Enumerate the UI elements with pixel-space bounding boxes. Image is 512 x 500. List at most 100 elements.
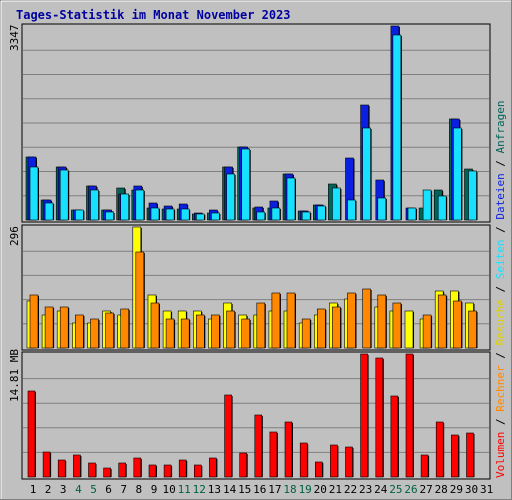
legend-entry: / bbox=[494, 279, 507, 299]
day-label: 11 bbox=[178, 483, 191, 496]
day-label: 23 bbox=[359, 483, 372, 496]
sites-bar bbox=[180, 318, 190, 349]
pages-bar bbox=[468, 170, 477, 221]
day-label: 17 bbox=[268, 483, 281, 496]
legend: Volumen / Rechner / Besuche / Seiten / D… bbox=[494, 100, 507, 478]
pages-bar bbox=[316, 205, 326, 221]
sites-bar bbox=[90, 318, 99, 349]
volume-bar bbox=[451, 434, 459, 478]
day-label: 3 bbox=[60, 483, 67, 496]
sites-bar bbox=[453, 300, 462, 349]
day-label: 15 bbox=[238, 483, 251, 496]
day-label: 13 bbox=[208, 483, 221, 496]
sites-bar bbox=[437, 294, 447, 349]
day-label: 16 bbox=[253, 483, 266, 496]
volume-bar bbox=[163, 464, 172, 478]
pages-bar bbox=[271, 207, 281, 221]
sites-bar bbox=[150, 302, 160, 349]
sites-bar bbox=[75, 314, 84, 349]
volume-bar bbox=[466, 432, 474, 478]
volume-bar bbox=[405, 353, 414, 478]
day-label: 22 bbox=[344, 483, 357, 496]
volume-bar bbox=[103, 467, 111, 478]
pages-bar bbox=[105, 211, 114, 221]
pages-bar bbox=[286, 177, 296, 221]
chart-title: Tages-Statistik im Monat November 2023 bbox=[16, 8, 291, 22]
pages-bar bbox=[407, 207, 417, 221]
bar-marks bbox=[25, 25, 478, 478]
sites-bar bbox=[422, 314, 432, 349]
day-label: 14 bbox=[223, 483, 237, 496]
panel-requests-max-label: 3347 bbox=[8, 25, 21, 52]
sites-bar bbox=[347, 292, 356, 349]
day-label: 8 bbox=[135, 483, 142, 496]
volume-bar bbox=[299, 442, 308, 478]
pages-bar bbox=[75, 209, 84, 221]
volume-bar bbox=[360, 353, 368, 478]
pages-bar bbox=[59, 169, 69, 221]
sites-bar bbox=[165, 318, 175, 349]
sites-bar bbox=[468, 310, 477, 349]
day-label: 31 bbox=[480, 483, 493, 496]
pages-bar bbox=[332, 187, 341, 221]
day-labels: 1 2 3 4 5 6 7 8 9 10 11 12 13 14 15 16 17 18 19 20 21 22 23 24 2… bbox=[30, 483, 494, 496]
sites-bar bbox=[105, 312, 114, 349]
sites-bar bbox=[271, 292, 281, 349]
sites-bar bbox=[211, 314, 220, 349]
visits-bar bbox=[404, 310, 414, 349]
legend-entry: / bbox=[494, 412, 507, 432]
day-label: 6 bbox=[105, 483, 112, 496]
pages-bar bbox=[165, 208, 175, 221]
day-label: 28 bbox=[435, 483, 448, 496]
volume-bar bbox=[284, 421, 293, 478]
day-label: 4 bbox=[75, 483, 82, 496]
volume-bar bbox=[375, 357, 384, 478]
pages-bar bbox=[29, 166, 39, 221]
sites-bar bbox=[301, 318, 311, 349]
day-label: 2 bbox=[45, 483, 52, 496]
day-label: 9 bbox=[151, 483, 158, 496]
day-label: 19 bbox=[299, 483, 312, 496]
sites-bar bbox=[29, 294, 39, 349]
day-label: 10 bbox=[162, 483, 175, 496]
pages-bar bbox=[256, 211, 266, 221]
day-label: 30 bbox=[465, 483, 478, 496]
legend-entry: Volumen bbox=[494, 432, 507, 478]
volume-bar bbox=[420, 454, 429, 478]
sites-bar bbox=[226, 310, 235, 349]
pages-bar bbox=[392, 34, 402, 221]
volume-bar bbox=[345, 446, 353, 478]
pages-bar bbox=[377, 197, 387, 221]
volume-bar bbox=[88, 462, 96, 478]
day-label: 1 bbox=[30, 483, 37, 496]
sites-bar bbox=[377, 294, 387, 349]
sites-bar bbox=[256, 302, 266, 349]
sites-bar bbox=[59, 306, 69, 349]
volume-bar bbox=[57, 459, 66, 478]
pages-bar bbox=[44, 202, 54, 221]
day-label: 20 bbox=[314, 483, 327, 496]
pages-bar bbox=[362, 127, 371, 221]
sites-bar bbox=[135, 251, 145, 349]
sites-bar bbox=[286, 292, 296, 349]
panel-volume-max-label: 14.81 MB bbox=[8, 349, 21, 402]
volume-bar bbox=[148, 464, 157, 478]
pages-bar bbox=[453, 127, 462, 221]
day-label: 7 bbox=[120, 483, 127, 496]
legend-entry: Dateien bbox=[494, 173, 507, 219]
sites-bar bbox=[196, 314, 205, 349]
volume-bar bbox=[269, 431, 278, 478]
sites-bar bbox=[44, 306, 54, 349]
pages-bar bbox=[422, 189, 432, 221]
pages-bar bbox=[347, 199, 356, 221]
volume-bar bbox=[224, 394, 232, 478]
legend-entry: / bbox=[494, 220, 507, 240]
volume-bar bbox=[118, 462, 126, 478]
day-label: 27 bbox=[419, 483, 432, 496]
pages-bar bbox=[180, 208, 190, 221]
pages-bar bbox=[437, 195, 447, 221]
legend-entry: Seiten bbox=[494, 240, 507, 280]
sites-bar bbox=[332, 306, 341, 349]
pages-bar bbox=[120, 193, 129, 221]
